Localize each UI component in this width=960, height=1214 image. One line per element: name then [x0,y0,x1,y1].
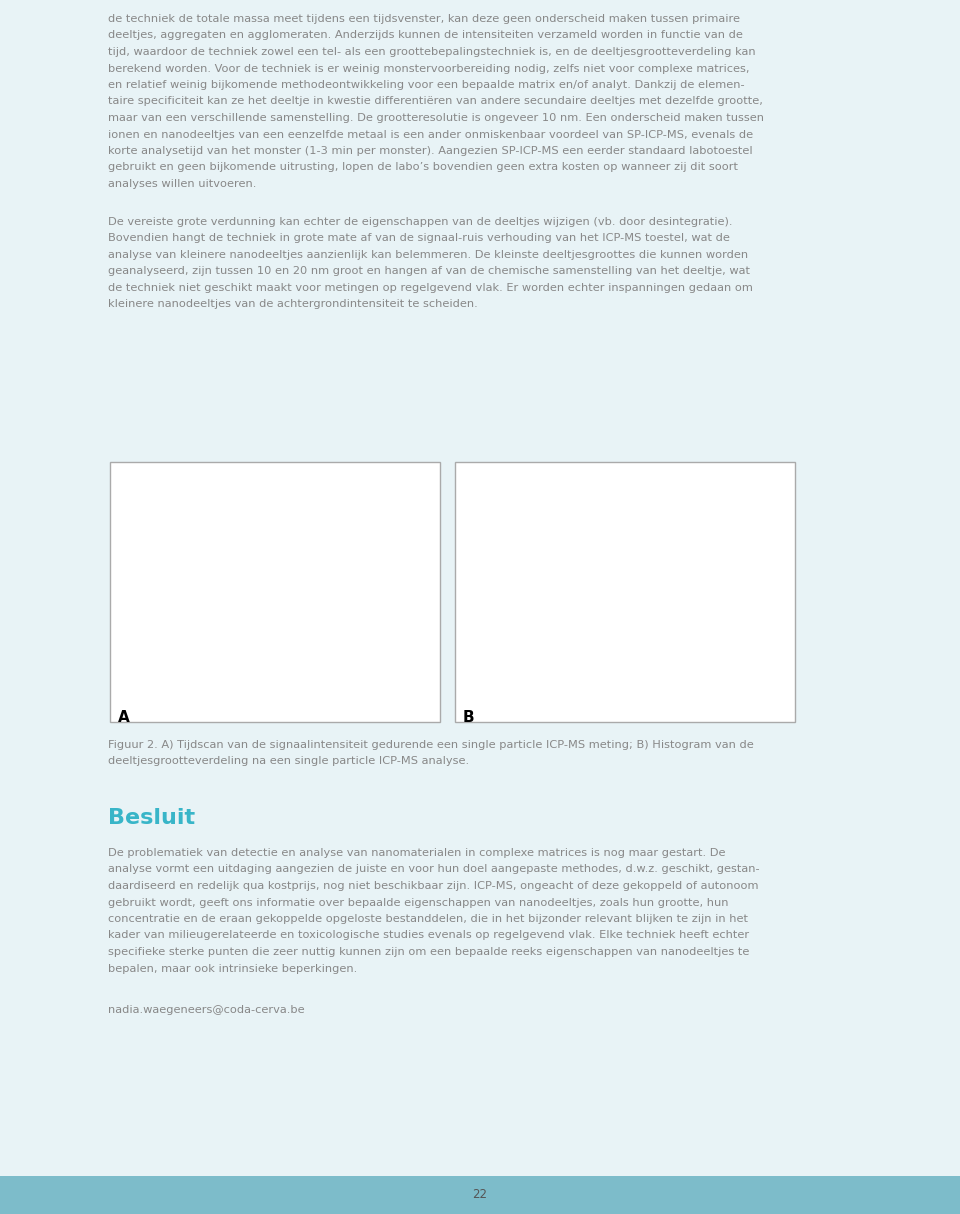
Text: gebruikt en geen bijkomende uitrusting, lopen de labo’s bovendien geen extra kos: gebruikt en geen bijkomende uitrusting, … [108,163,738,172]
Text: De vereiste grote verdunning kan echter de eigenschappen van de deeltjes wijzige: De vereiste grote verdunning kan echter … [108,217,732,227]
Text: B: B [463,710,474,725]
Text: A: A [118,710,130,725]
Title: Time scan: Time scan [268,467,327,478]
Text: specifieke sterke punten die zeer nuttig kunnen zijn om een bepaalde reeks eigen: specifieke sterke punten die zeer nuttig… [108,947,750,957]
Text: 22: 22 [472,1189,488,1202]
Text: maar van een verschillende samenstelling. De grootteresolutie is ongeveer 10 nm.: maar van een verschillende samenstelling… [108,113,764,123]
Bar [568,651,575,666]
Text: analyse van kleinere nanodeeltjes aanzienlijk kan belemmeren. De kleinste deeltj: analyse van kleinere nanodeeltjes aanzie… [108,250,748,260]
Text: berekend worden. Voor de techniek is er weinig monstervoorbereiding nodig, zelfs: berekend worden. Voor de techniek is er … [108,63,750,74]
Bar [534,662,540,666]
Bar [455,463,795,722]
Text: analyse vormt een uitdaging aangezien de juiste en voor hun doel aangepaste meth: analyse vormt een uitdaging aangezien de… [108,864,759,874]
Bar [540,609,547,666]
Text: analyses willen uitvoeren.: analyses willen uitvoeren. [108,178,256,189]
Bar [575,658,582,666]
Text: nadia.waegeneers@coda-cerva.be: nadia.waegeneers@coda-cerva.be [108,1005,304,1015]
Text: kleinere nanodeeltjes van de achtergrondintensiteit te scheiden.: kleinere nanodeeltjes van de achtergrond… [108,300,478,310]
Bar [589,664,596,666]
X-axis label: Particle size (nm): Particle size (nm) [612,679,679,688]
Text: gebruikt wordt, geeft ons informatie over bepaalde eigenschappen van nanodeeltje: gebruikt wordt, geeft ons informatie ove… [108,897,729,908]
Text: Besluit: Besluit [108,809,195,828]
Text: daardiseerd en redelijk qua kostprijs, nog niet beschikbaar zijn. ICP-MS, ongeac: daardiseerd en redelijk qua kostprijs, n… [108,881,758,891]
Title: Particle size distribution: Particle size distribution [573,467,717,478]
Text: ionen en nanodeeltjes van een eenzelfde metaal is een ander onmiskenbaar voordee: ionen en nanodeeltjes van een eenzelfde … [108,130,754,140]
Text: de techniek niet geschikt maakt voor metingen op regelgevend vlak. Er worden ech: de techniek niet geschikt maakt voor met… [108,283,753,293]
Text: de techniek de totale massa meet tijdens een tijdsvenster, kan deze geen ondersc: de techniek de totale massa meet tijdens… [108,15,740,24]
Text: Bovendien hangt de techniek in grote mate af van de signaal-ruis verhouding van : Bovendien hangt de techniek in grote mat… [108,233,730,244]
Bar [555,480,562,666]
Text: bepalen, maar ook intrinsieke beperkingen.: bepalen, maar ook intrinsieke beperkinge… [108,964,357,974]
Bar [583,663,589,666]
Bar [617,665,624,666]
Bar [611,665,617,666]
Text: en relatief weinig bijkomende methodeontwikkeling voor een bepaalde matrix en/of: en relatief weinig bijkomende methodeont… [108,80,745,90]
Text: De problematiek van detectie en analyse van nanomaterialen in complexe matrices : De problematiek van detectie en analyse … [108,849,726,858]
Y-axis label: Normalized frequency: Normalized frequency [483,532,492,615]
Text: korte analysetijd van het monster (1-3 min per monster). Aangezien SP-ICP-MS een: korte analysetijd van het monster (1-3 m… [108,146,753,157]
Text: taire specificiteit kan ze het deeltje in kwestie differentiëren van andere secu: taire specificiteit kan ze het deeltje i… [108,96,763,107]
Bar [110,463,440,722]
X-axis label: Time (ms): Time (ms) [278,691,317,699]
Text: geanalyseerd, zijn tussen 10 en 20 nm groot en hangen af van de chemische samens: geanalyseerd, zijn tussen 10 en 20 nm gr… [108,266,750,277]
Bar [562,608,568,666]
Text: tijd, waardoor de techniek zowel een tel- als een groottebepalingstechniek is, e: tijd, waardoor de techniek zowel een tel… [108,47,756,57]
Text: kader van milieugerelateerde en toxicologische studies evenals op regelgevend vl: kader van milieugerelateerde en toxicolo… [108,930,749,941]
Y-axis label: Signal hgt (cps): Signal hgt (cps) [130,544,138,603]
Bar [0,1176,960,1214]
Text: concentratie en de eraan gekoppelde opgeloste bestanddelen, die in het bijzonder: concentratie en de eraan gekoppelde opge… [108,914,748,924]
Text: deeltjes, aggregaten en agglomeraten. Anderzijds kunnen de intensiteiten verzame: deeltjes, aggregaten en agglomeraten. An… [108,30,743,40]
Text: Figuur 2. A) Tijdscan van de signaalintensiteit gedurende een single particle IC: Figuur 2. A) Tijdscan van de signaalinte… [108,741,754,750]
Bar [547,490,554,666]
Text: deeltjesgrootteverdeling na een single particle ICP-MS analyse.: deeltjesgrootteverdeling na een single p… [108,756,469,766]
